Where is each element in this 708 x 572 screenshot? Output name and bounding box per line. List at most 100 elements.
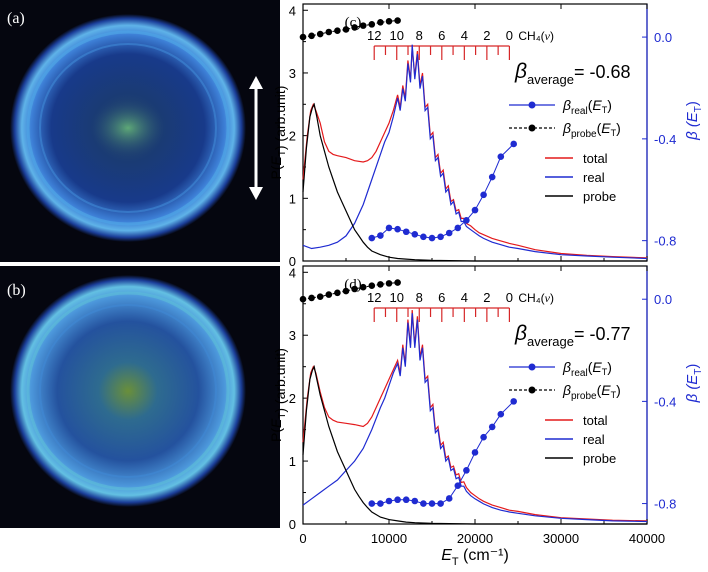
beta-probe-point (385, 280, 393, 287)
y-left-axis-title: P(ET) (arb.unit) (268, 86, 288, 180)
beta-real-point (463, 467, 470, 474)
beta-probe-point (325, 28, 333, 36)
y-left-tick-label: 2 (289, 129, 296, 144)
comb-label: 4 (461, 290, 468, 305)
beta-real-point (445, 495, 453, 502)
legend-beta-sub: probe (571, 391, 597, 402)
y-left-axis-title-part: ) (arb.unit) (272, 348, 288, 413)
beta-probe-point (385, 18, 393, 25)
beta-probe-point (359, 22, 367, 29)
legend-beta-marker (528, 363, 536, 371)
beta-real-point (445, 229, 453, 237)
beta-real-point (420, 500, 427, 507)
y-right-tick-label: -0.8 (654, 234, 676, 249)
beta-average-annotation: βaverage= -0.68 (514, 60, 631, 87)
beta-real-point (454, 224, 462, 232)
legend-beta-var: E (592, 359, 602, 375)
legend-beta-symbol: β (562, 120, 571, 136)
x-axis-title-text: ET (cm⁻¹) (441, 547, 509, 568)
y-right-tick-label: -0.4 (654, 394, 676, 409)
beta-real-point (437, 500, 444, 507)
legend-beta-sub: probe (571, 129, 597, 140)
beta-real-point (368, 234, 376, 242)
legend-beta-symbol: β (562, 359, 571, 375)
beta-real-point (471, 449, 479, 456)
y-left-tick-label: 3 (289, 328, 296, 343)
legend-line-label: total (583, 151, 608, 166)
beta-real-point (510, 140, 517, 148)
comb-title-quantum: ν (545, 29, 551, 43)
y-left-tick-label: 4 (289, 3, 296, 18)
beta-real-line (371, 401, 515, 505)
legend-beta-varsub: T (602, 105, 608, 115)
y-right-axis-title: β (ET) (684, 101, 704, 141)
beta-real-point (480, 191, 487, 199)
beta-average-sub: average (527, 72, 574, 87)
beta-probe-point (368, 282, 376, 289)
beta-real-line (371, 143, 515, 239)
beta-real-point (420, 233, 427, 241)
x-axis-title-sub: T (452, 556, 459, 568)
beta-real-point (385, 224, 393, 232)
beta-real-point (437, 233, 444, 241)
beta-real-point (463, 216, 470, 224)
legend-beta-marker (528, 101, 536, 109)
legend-beta-label: βprobe(ET) (562, 382, 621, 402)
beta-real-point (394, 496, 401, 504)
beta-probe-point (299, 33, 307, 41)
beta-real-point (385, 497, 393, 505)
x-tick-label: 20000 (457, 531, 493, 546)
y-right-tick-label: -0.4 (654, 132, 676, 147)
x-tick-label: 10000 (371, 531, 407, 546)
legend-beta-close: ) (616, 382, 621, 398)
y-right-beta: β ( (684, 120, 701, 141)
image-b-rings (10, 275, 246, 507)
y-left-axis-title-part: P( (268, 165, 284, 179)
beta-probe-point (377, 281, 384, 288)
comb-label: 2 (483, 290, 490, 305)
y-left-tick-label: 2 (289, 391, 296, 406)
beta-real-point (377, 500, 384, 507)
comb-label: 6 (438, 28, 445, 43)
comb-title-close: ) (550, 291, 554, 305)
beta-probe-point (351, 24, 358, 31)
image-b-label: (b) (7, 282, 26, 299)
legend-beta-label: βprobe(ET) (562, 120, 621, 140)
legend-beta-label: βreal(ET) (562, 97, 612, 117)
beta-probe-point (368, 21, 376, 28)
beta-probe-point (342, 26, 350, 33)
comb-title-species: CH₄( (518, 291, 544, 305)
beta-average-value: = -0.68 (574, 62, 631, 82)
comb-title-close: ) (550, 29, 554, 43)
beta-real-point (428, 500, 436, 507)
y-left-axis-title: P(ET) (arb.unit) (268, 348, 288, 442)
series-line-total (302, 309, 648, 522)
comb-label: 0 (506, 28, 513, 43)
beta-real-point (497, 410, 505, 418)
y-right-tick-label: 0.0 (654, 30, 672, 45)
comb-label: 2 (483, 28, 490, 43)
beta-probe-point (325, 291, 333, 298)
beta-probe-point (308, 32, 315, 40)
legend-line-label: real (583, 170, 605, 185)
x-tick-label: 40000 (629, 531, 665, 546)
beta-average-symbol: β (514, 322, 527, 345)
beta-real-point (411, 230, 419, 238)
legend-beta-open: ( (597, 120, 602, 136)
series-line-real (302, 44, 648, 260)
velocity-map-image-a: (a) (0, 0, 280, 262)
x-tick-label: 0 (299, 531, 306, 546)
y-right-sub: T (693, 106, 704, 112)
legend-line-label: real (583, 432, 605, 447)
y-right-close: ) (684, 101, 701, 106)
legend-beta-close: ) (607, 359, 612, 375)
beta-probe-point (308, 294, 315, 302)
comb-label: 12 (367, 28, 381, 43)
legend-beta-symbol: β (562, 97, 571, 113)
beta-probe-point (299, 295, 307, 303)
comb-title: CH₄(ν) (518, 29, 554, 43)
beta-real-point (402, 228, 410, 236)
y-left-axis-title-sub: T (277, 150, 288, 156)
y-right-axis-title: β (ET) (684, 364, 704, 404)
